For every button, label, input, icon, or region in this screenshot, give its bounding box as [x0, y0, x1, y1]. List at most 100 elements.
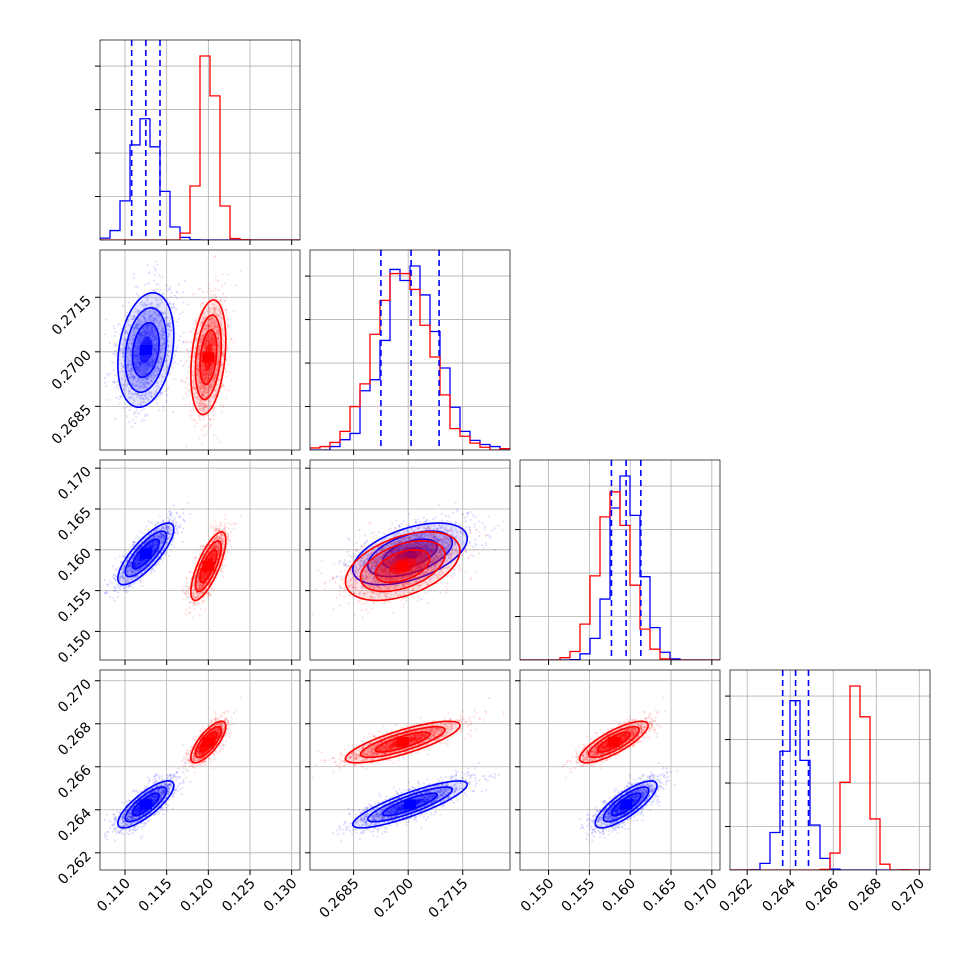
scatter-point — [132, 334, 135, 337]
scatter-point — [136, 359, 139, 362]
scatter-point — [137, 309, 140, 313]
scatter-point — [172, 302, 175, 305]
scatter-point — [134, 383, 138, 386]
scatter-point — [127, 342, 130, 345]
scatter-point — [171, 543, 174, 546]
scatter-point — [144, 334, 147, 337]
scatter-point — [142, 372, 145, 375]
scatter-point — [137, 361, 140, 364]
scatter-point — [182, 508, 185, 511]
scatter-point — [141, 369, 144, 372]
scatter-point — [221, 292, 224, 295]
scatter-point — [148, 272, 151, 275]
scatter-point — [134, 357, 137, 360]
scatter-point — [174, 307, 177, 310]
scatter-point — [136, 354, 139, 358]
scatter-point — [224, 308, 227, 311]
scatter-point — [156, 306, 159, 309]
scatter-point — [136, 392, 139, 395]
scatter-point — [138, 366, 141, 370]
scatter-point — [192, 327, 195, 330]
scatter-point — [171, 410, 174, 413]
scatter-point — [142, 386, 145, 389]
scatter-point — [189, 512, 192, 515]
scatter-point — [134, 346, 138, 349]
scatter-point — [193, 419, 196, 422]
scatter-point — [148, 271, 151, 274]
scatter-point — [230, 379, 233, 382]
scatter-point — [226, 318, 229, 321]
scatter-point — [157, 313, 160, 316]
scatter-point — [143, 305, 146, 308]
scatter-point — [185, 386, 188, 389]
scatter-point — [144, 381, 147, 384]
scatter-point — [137, 356, 140, 359]
scatter-point — [150, 374, 153, 377]
scatter-point — [128, 367, 131, 370]
scatter-point — [175, 320, 179, 323]
scatter-point — [131, 339, 134, 343]
scatter-point — [143, 330, 146, 333]
scatter-point — [142, 373, 145, 377]
scatter-point — [141, 381, 144, 384]
scatter-point — [134, 324, 138, 327]
scatter-point — [147, 361, 151, 364]
scatter-point — [142, 383, 145, 386]
scatter-point — [136, 337, 140, 340]
scatter-point — [164, 389, 167, 392]
scatter-point — [132, 314, 136, 317]
scatter-point — [140, 333, 143, 336]
scatter-point — [113, 352, 116, 355]
scatter-point — [166, 323, 170, 326]
scatter-point — [133, 326, 137, 329]
scatter-point — [129, 370, 133, 374]
scatter-point — [154, 260, 157, 263]
scatter-point — [144, 382, 147, 385]
scatter-point — [122, 370, 125, 374]
scatter-point — [157, 361, 160, 365]
scatter-point — [161, 392, 164, 395]
scatter-point — [147, 332, 150, 335]
scatter-point — [139, 366, 142, 369]
scatter-point — [222, 402, 225, 405]
scatter-point — [128, 360, 131, 363]
scatter-point — [155, 288, 158, 291]
scatter-point — [167, 323, 170, 326]
scatter-point — [215, 295, 218, 299]
scatter-point — [152, 321, 156, 324]
scatter-point — [147, 324, 150, 327]
scatter-point — [105, 385, 108, 388]
scatter-point — [164, 360, 167, 363]
scatter-point — [147, 313, 150, 316]
scatter-point — [136, 346, 140, 349]
scatter-point — [153, 374, 156, 377]
scatter-point — [131, 374, 135, 378]
scatter-point — [144, 394, 147, 398]
scatter-point — [146, 331, 150, 334]
scatter-point — [159, 330, 162, 333]
scatter-point — [152, 333, 155, 337]
scatter-point — [150, 315, 154, 318]
scatter-point — [121, 554, 124, 558]
scatter-point — [227, 363, 230, 366]
scatter-point — [138, 368, 141, 372]
scatter-point — [168, 518, 171, 522]
scatter-point — [148, 315, 152, 319]
scatter-point — [220, 410, 223, 413]
scatter-point — [130, 367, 133, 370]
scatter-point — [141, 584, 144, 588]
scatter-point — [131, 377, 134, 380]
scatter-point — [168, 373, 171, 376]
scatter-point — [133, 362, 136, 365]
scatter-point — [135, 415, 138, 418]
scatter-point — [128, 390, 132, 393]
scatter-point — [109, 595, 112, 599]
scatter-point — [123, 386, 126, 389]
scatter-point — [152, 313, 155, 316]
scatter-point — [129, 347, 132, 350]
scatter-point — [197, 288, 201, 291]
scatter-point — [151, 355, 154, 358]
scatter-point — [150, 327, 153, 331]
scatter-point — [152, 289, 155, 293]
